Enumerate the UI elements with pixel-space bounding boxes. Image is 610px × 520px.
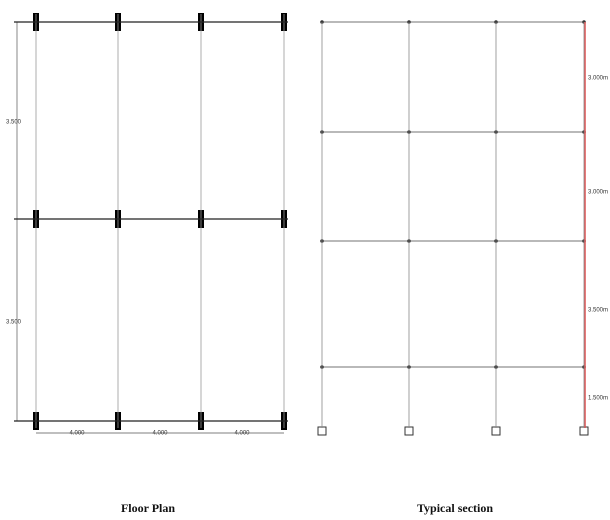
dimension-label: 3.000m xyxy=(588,190,608,196)
dimension-label: 1.500m xyxy=(588,396,608,402)
dimension-label: 4.000 xyxy=(234,431,250,437)
support xyxy=(317,426,327,436)
support xyxy=(404,426,414,436)
dimension-label: 3.000m xyxy=(588,76,608,82)
dimension-label: 3.500 xyxy=(6,120,22,126)
dimension-label: 3.500m xyxy=(588,308,608,314)
dimension-label: 4.000 xyxy=(69,431,85,437)
caption: Typical section xyxy=(417,501,493,515)
dimension-label: 3.500 xyxy=(6,320,22,326)
caption: Floor Plan xyxy=(121,501,175,515)
support xyxy=(491,426,501,436)
dimension-label: 4.000 xyxy=(152,431,168,437)
support xyxy=(579,426,589,436)
